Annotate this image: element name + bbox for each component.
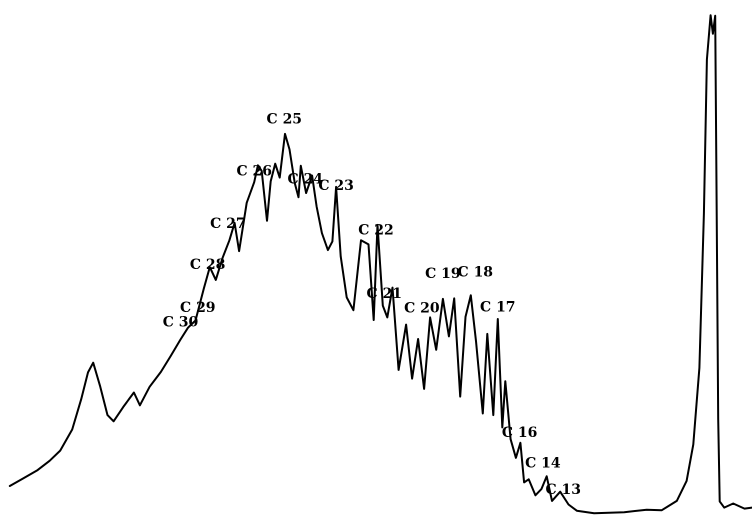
peak-label-c17: C 17 [480, 299, 516, 315]
peak-label-c24: C 24 [288, 171, 324, 187]
peak-label-c27: C 27 [210, 216, 246, 232]
peak-labels: C 30C 29 C 28 C 27 C 26 C 25 C 24C 23 C 22 C 21… [163, 112, 581, 498]
peak-label-c30: C 30 [163, 315, 199, 331]
peak-label-c29: C 29 [180, 300, 216, 316]
peak-label-c18: C 18 [458, 264, 494, 280]
peak-label-c20: C 20 [404, 300, 440, 316]
peak-label-c14: C 14 [525, 456, 561, 472]
peak-label-c16: C 16 [502, 425, 538, 441]
peak-label-c13: C 13 [545, 482, 581, 498]
peak-label-c25: C 25 [267, 112, 303, 128]
peak-label-c23: C 23 [318, 178, 354, 194]
peak-label-c26: C 26 [236, 164, 272, 180]
peak-label-c21: C 21 [367, 286, 403, 302]
peak-label-c22: C 22 [358, 223, 394, 239]
chromatogram-trace [8, 14, 752, 515]
peak-label-c28: C 28 [190, 257, 226, 273]
peak-label-c19: C 19 [425, 266, 461, 282]
